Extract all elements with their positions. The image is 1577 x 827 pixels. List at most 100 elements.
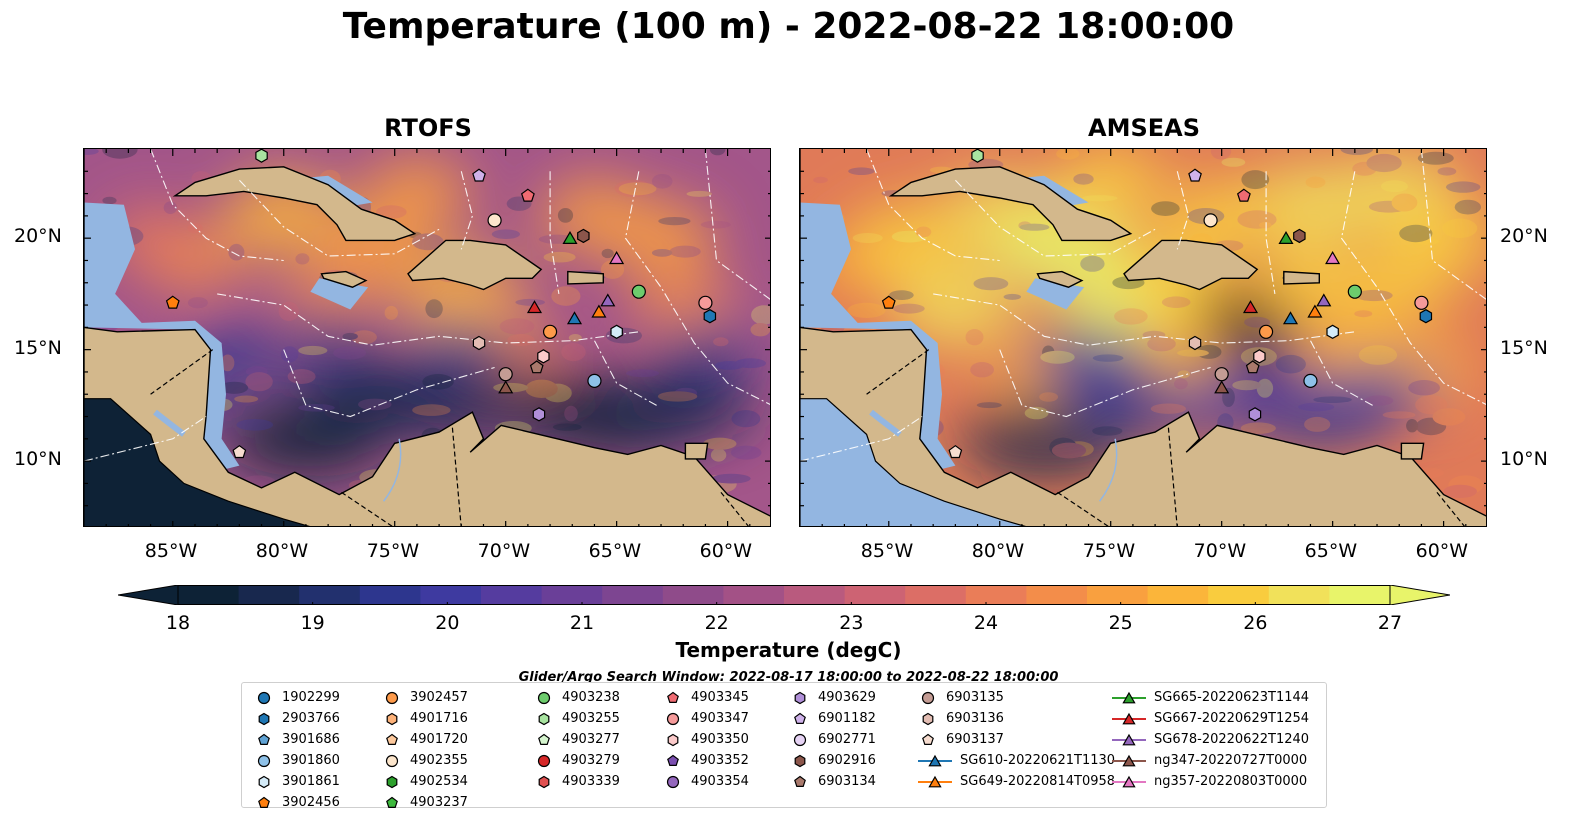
- triangle-marker-icon: [918, 775, 952, 787]
- lon-tick-label: 85°W: [144, 540, 198, 562]
- observation-marker: [472, 168, 486, 182]
- legend-label: 4901720: [410, 732, 468, 747]
- legend-label: 4901716: [410, 711, 468, 726]
- legend-item: 4902534: [382, 771, 468, 792]
- legend-label: 4903237: [410, 795, 468, 810]
- observation-marker: [1188, 168, 1202, 182]
- observation-marker: [587, 373, 602, 388]
- legend-label: 1902299: [282, 690, 340, 705]
- legend-label: SG649-20220814T0958: [960, 774, 1116, 789]
- hexagon-marker-icon: [258, 712, 270, 725]
- legend-label: SG667-20220629T1254: [1154, 711, 1310, 726]
- legend-label: 6903137: [946, 732, 1004, 747]
- legend-label: 6902771: [818, 732, 876, 747]
- legend-label: 4902534: [410, 774, 468, 789]
- observation-marker: [703, 309, 717, 324]
- colorbar-tick-label: 23: [839, 612, 864, 634]
- triangle-marker-icon: [918, 754, 952, 766]
- legend-item: SG610-20220621T1130: [918, 750, 1115, 771]
- legend-label: 4903345: [691, 690, 749, 705]
- hexagon-marker-icon: [667, 733, 679, 746]
- hexagon-marker-icon: [538, 775, 550, 788]
- observation-marker: [1326, 324, 1339, 339]
- observation-marker: [1214, 380, 1230, 394]
- observation-marker: [526, 300, 543, 314]
- pentagon-marker-icon: [922, 733, 934, 745]
- observation-marker: [566, 311, 583, 325]
- observation-marker: [487, 213, 502, 228]
- colorbar-tick-label: 27: [1377, 612, 1403, 634]
- circle-marker-icon: [537, 754, 551, 767]
- observation-marker: [609, 250, 625, 265]
- lon-tick-label: 85°W: [860, 540, 914, 562]
- observation-marker: [1245, 360, 1260, 374]
- panel-title-rtofs: RTOFS: [384, 114, 472, 142]
- legend-item: 4903255: [534, 708, 620, 729]
- legend-label: 4903339: [562, 774, 620, 789]
- lon-tick-label: 60°W: [1415, 540, 1469, 562]
- legend-item: SG667-20220629T1254: [1112, 708, 1309, 729]
- legend-item: 3901860: [254, 750, 340, 771]
- observation-marker: [537, 349, 550, 364]
- observation-marker: [165, 295, 180, 309]
- legend-label: 3901861: [282, 774, 340, 789]
- legend-item: 4903339: [534, 771, 620, 792]
- observation-marker: [1347, 284, 1362, 299]
- legend-item: 4903279: [534, 750, 620, 771]
- observation-marker: [1316, 293, 1332, 307]
- observation-marker: [232, 444, 247, 459]
- legend-item: SG649-20220814T0958: [918, 771, 1115, 792]
- lon-tick-label: 70°W: [1193, 540, 1247, 562]
- observation-marker: [1325, 250, 1341, 265]
- legend-label: ng357-20220803T0000: [1154, 774, 1308, 789]
- legend-item: 3902457: [382, 687, 468, 708]
- legend-item: 4901716: [382, 708, 468, 729]
- lon-tick-label: 65°W: [588, 540, 642, 562]
- legend-item: 6903136: [918, 708, 1115, 729]
- legend-label: ng347-20220727T0000: [1154, 753, 1308, 768]
- pentagon-marker-icon: [667, 691, 679, 703]
- lon-tick-label: 80°W: [971, 540, 1025, 562]
- triangle-marker-icon: [1112, 733, 1146, 745]
- legend-item: SG665-20220623T1144: [1112, 687, 1309, 708]
- observation-marker: [577, 228, 590, 244]
- lat-tick-label: 20°N: [1500, 225, 1548, 248]
- legend-item: 4903629: [790, 687, 876, 708]
- pentagon-marker-icon: [386, 796, 398, 808]
- observation-marker: [698, 295, 713, 310]
- legend-label: 4903629: [818, 690, 876, 705]
- legend-item: 3901686: [254, 729, 340, 750]
- hexagon-marker-icon: [386, 712, 398, 725]
- colorbar-tick-label: 19: [300, 612, 325, 634]
- circle-marker-icon: [257, 754, 271, 767]
- legend-label: 4903238: [562, 690, 620, 705]
- observation-marker: [1414, 295, 1429, 310]
- legend: 1902299 2903766 3901686 3901860 3901861 39024…: [241, 682, 1327, 810]
- legend-item: 6903135: [918, 687, 1115, 708]
- pentagon-marker-icon: [538, 733, 550, 745]
- legend-label: 6902916: [818, 753, 876, 768]
- lon-tick-label: 60°W: [699, 540, 753, 562]
- observation-marker: [631, 284, 646, 299]
- legend-item: 4903354: [663, 771, 749, 792]
- observation-marker: [1253, 349, 1266, 364]
- legend-item: 6903137: [918, 729, 1115, 750]
- observation-marker: [255, 149, 268, 163]
- observation-marker: [591, 304, 607, 318]
- circle-marker-icon: [921, 691, 935, 704]
- observation-marker: [948, 444, 963, 459]
- legend-item: 4903237: [382, 792, 468, 813]
- legend-item: 4902355: [382, 750, 468, 771]
- legend-item: 4903238: [534, 687, 620, 708]
- observation-marker: [1278, 231, 1294, 245]
- lat-tick-label: 10°N: [14, 448, 62, 471]
- hexagon-marker-icon: [794, 691, 806, 704]
- circle-marker-icon: [385, 691, 399, 704]
- observation-marker: [520, 188, 535, 202]
- legend-label: 4903352: [691, 753, 749, 768]
- legend-item: 3902456: [254, 792, 340, 813]
- colorbar-tick-label: 18: [165, 612, 191, 634]
- legend-label: 4903354: [691, 774, 749, 789]
- legend-item: 3901861: [254, 771, 340, 792]
- colorbar: [117, 584, 1451, 606]
